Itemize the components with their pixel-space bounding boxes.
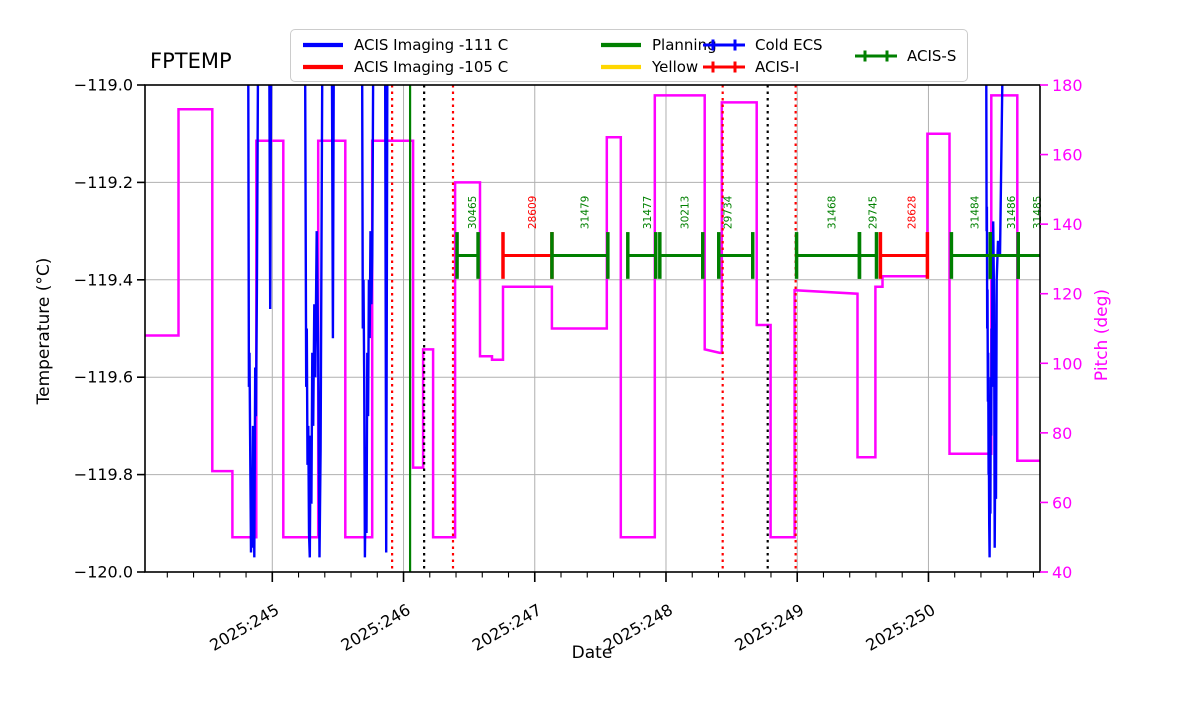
observation-segment-29734 bbox=[716, 232, 755, 279]
y-axis-label-temperature: Temperature (°C) bbox=[34, 257, 54, 405]
y-tick-label-right: 40 bbox=[1052, 563, 1072, 582]
legend-label: ACIS-I bbox=[755, 57, 800, 76]
observation-label-30213: 30213 bbox=[680, 196, 692, 229]
y-tick-label-left: −119.4 bbox=[74, 270, 133, 289]
y-tick-label-left: −119.2 bbox=[74, 173, 133, 192]
observation-label-31477: 31477 bbox=[642, 196, 654, 229]
observation-label-31486: 31486 bbox=[1006, 195, 1018, 229]
legend-column-1: ACIS Imaging -111 C ACIS Imaging -105 C bbox=[301, 36, 599, 76]
yellow-line-swatch-icon bbox=[599, 59, 643, 75]
legend-column-2: Planning Yellow bbox=[599, 36, 717, 76]
legend-entry-acis-i: ACIS-I bbox=[702, 58, 854, 76]
observation-label-28609: 28609 bbox=[527, 196, 539, 229]
red-errorbar-swatch-icon bbox=[702, 59, 746, 75]
observation-segment-29745 bbox=[857, 232, 879, 279]
y-tick-label-left: −119.6 bbox=[74, 368, 133, 387]
legend-label: ACIS Imaging -111 C bbox=[354, 35, 509, 54]
legend-entry-cold-ecs: Cold ECS bbox=[702, 36, 854, 54]
y-tick-label-right: 120 bbox=[1052, 285, 1083, 304]
chart-title: FPTEMP bbox=[150, 49, 232, 73]
observation-segment-31477 bbox=[626, 232, 658, 279]
temperature-series-line bbox=[247, 85, 260, 558]
y-tick-label-right: 160 bbox=[1052, 146, 1083, 165]
y-tick-label-right: 100 bbox=[1052, 354, 1083, 373]
legend-label: ACIS-S bbox=[907, 46, 957, 65]
observation-segment-28609 bbox=[501, 232, 554, 279]
y-tick-label-right: 60 bbox=[1052, 493, 1072, 512]
temperature-series-line bbox=[985, 85, 1004, 558]
temperature-series-line bbox=[304, 85, 324, 558]
observation-label-31479: 31479 bbox=[580, 196, 592, 229]
observation-label-29745: 29745 bbox=[868, 196, 880, 229]
pitch-series-line bbox=[145, 94, 1040, 539]
blue-errorbar-swatch-icon bbox=[702, 37, 746, 53]
green-errorbar-swatch-icon bbox=[854, 48, 898, 64]
legend-label: ACIS Imaging -105 C bbox=[354, 57, 509, 76]
legend-entry-yellow: Yellow bbox=[599, 58, 702, 76]
temperature-series-line bbox=[361, 85, 375, 558]
observation-label-30465: 30465 bbox=[467, 196, 479, 229]
y-tick-label-left: −120.0 bbox=[74, 563, 133, 582]
observation-label-31485: 31485 bbox=[1032, 196, 1044, 229]
legend-entry-planning: Planning bbox=[599, 36, 717, 54]
y-tick-label-right: 180 bbox=[1052, 76, 1083, 95]
x-tick-label: 2025:249 bbox=[731, 600, 807, 655]
observation-segment-31468 bbox=[794, 232, 862, 279]
x-tick-label: 2025:250 bbox=[863, 600, 939, 655]
legend-column-4: ACIS-S bbox=[854, 47, 959, 65]
red-line-swatch-icon bbox=[301, 59, 345, 75]
y-tick-label-left: −119.0 bbox=[74, 76, 133, 95]
observation-label-28628: 28628 bbox=[907, 196, 919, 229]
observation-segment-31484 bbox=[949, 232, 993, 279]
y-tick-label-right: 140 bbox=[1052, 215, 1083, 234]
x-tick-label: 2025:246 bbox=[338, 600, 414, 655]
observation-segment-31479 bbox=[550, 232, 610, 279]
legend-entry-acis-imaging-105: ACIS Imaging -105 C bbox=[301, 58, 599, 76]
green-line-swatch-icon bbox=[599, 37, 643, 53]
legend-label: Planning bbox=[652, 35, 717, 54]
observation-segment-30213 bbox=[658, 232, 705, 279]
legend-label: Cold ECS bbox=[755, 35, 823, 54]
y-axis-label-pitch: Pitch (deg) bbox=[1092, 288, 1112, 382]
legend-label: Yellow bbox=[652, 57, 699, 76]
observation-segment-30465 bbox=[455, 232, 480, 279]
legend-entry-acis-imaging-111: ACIS Imaging -111 C bbox=[301, 36, 599, 54]
blue-line-swatch-icon bbox=[301, 37, 345, 53]
x-axis-label-date: Date bbox=[571, 643, 613, 663]
temperature-series-line bbox=[384, 85, 389, 553]
observation-segment-31485 bbox=[1016, 232, 1040, 279]
axes-spines bbox=[144, 84, 1041, 573]
observation-label-31468: 31468 bbox=[827, 196, 839, 229]
legend: ACIS Imaging -111 C ACIS Imaging -105 C … bbox=[290, 29, 968, 82]
temperature-series-line bbox=[330, 85, 335, 339]
x-tick-label: 2025:245 bbox=[206, 600, 282, 655]
observation-label-31484: 31484 bbox=[969, 195, 981, 229]
observation-label-29734: 29734 bbox=[723, 195, 735, 229]
legend-entry-acis-s: ACIS-S bbox=[854, 47, 959, 65]
y-tick-label-left: −119.8 bbox=[74, 465, 133, 484]
series-group bbox=[145, 85, 1040, 558]
y-tick-label-right: 80 bbox=[1052, 424, 1072, 443]
observation-segment-28628 bbox=[878, 232, 930, 279]
legend-column-3: Cold ECS ACIS-I bbox=[702, 36, 854, 76]
temperature-series-line bbox=[268, 85, 273, 310]
